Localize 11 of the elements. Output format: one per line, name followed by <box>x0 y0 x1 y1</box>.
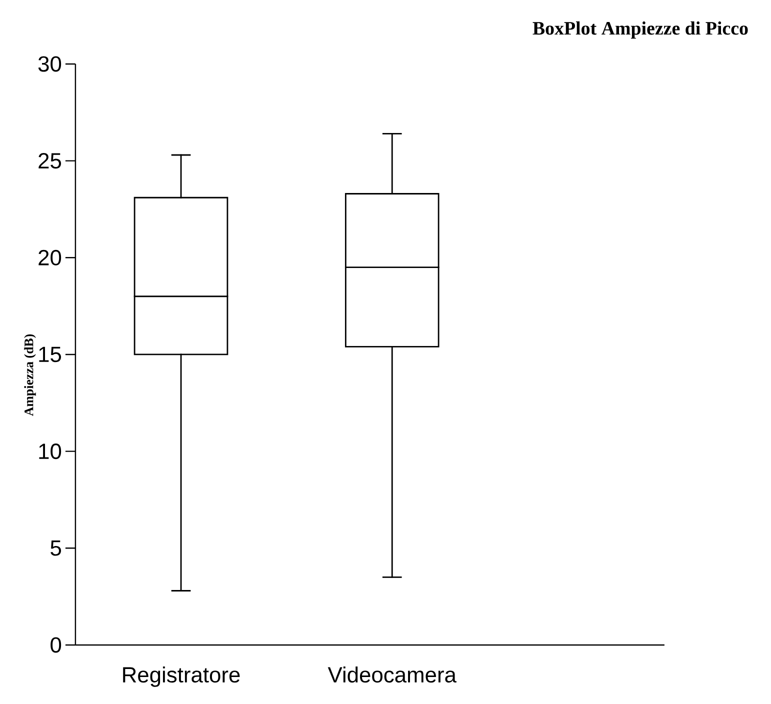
y-tick-label: 10 <box>39 444 62 460</box>
x-tick-label: Registratore <box>123 666 240 687</box>
y-axis-title: Ampiezza (dB) <box>24 334 36 416</box>
y-tick-label: 0 <box>50 637 62 653</box>
y-tick-label: 5 <box>50 540 62 556</box>
x-tick-label: Videocamera <box>328 666 456 683</box>
y-tick-label: 25 <box>38 153 62 169</box>
chart-title: BoxPlot Ampiezze di Picco <box>532 21 748 39</box>
y-tick-label: 15 <box>39 346 62 362</box>
y-tick-label: 20 <box>38 250 62 266</box>
y-tick-label: 30 <box>38 56 62 72</box>
